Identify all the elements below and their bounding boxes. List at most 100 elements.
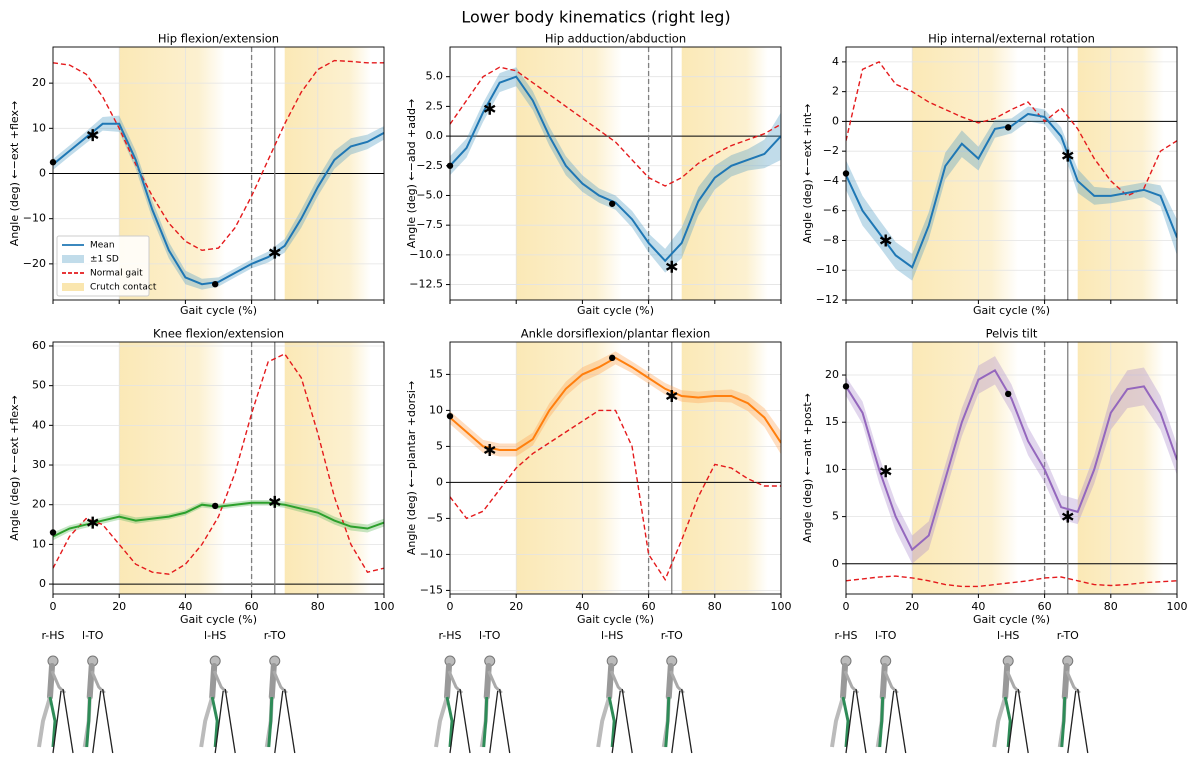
leg-right [445, 696, 454, 748]
torso [483, 663, 492, 700]
torso [606, 663, 615, 700]
mean-line [53, 122, 384, 286]
x-axis-label: Gait cycle (%) [973, 304, 1050, 317]
mean-line [450, 356, 781, 451]
y-tick-label: 0 [832, 114, 839, 127]
subplot: −20 −10 0 10 20 Hip flexion/extension Gait cyc… [8, 32, 385, 317]
subplot: 0 5 10 15 20 0 20 40 60 80 100 Pelvis tilt Gait cycl… [801, 327, 1188, 627]
x-axis-label: Gait cycle (%) [577, 304, 654, 317]
crutch [885, 688, 907, 754]
event-label: l-HS [997, 629, 1019, 642]
subplot-title: Hip adduction/abduction [545, 32, 686, 46]
event-label: r-HS [41, 629, 64, 642]
y-tick-label: 0 [436, 475, 443, 488]
event-marker [879, 465, 892, 478]
y-tick-label: 15 [825, 415, 839, 428]
event-label: r-HS [834, 629, 857, 642]
normal-gait-line [450, 66, 781, 187]
y-tick-label: −5 [427, 511, 443, 524]
torso [1002, 663, 1011, 700]
event-marker [1061, 510, 1074, 523]
leg-left [434, 696, 449, 748]
skeleton-figure [82, 655, 114, 754]
event-label: r-TO [661, 629, 683, 642]
y-tick-label: 5 [832, 510, 839, 523]
y-tick-label: −7.5 [416, 218, 443, 231]
subplot-title: Hip internal/external rotation [928, 32, 1095, 46]
y-tick-label: −10 [420, 547, 443, 560]
torso [268, 663, 277, 700]
mean-line [846, 112, 1177, 269]
y-tick-label: 5.0 [426, 70, 444, 83]
x-tick-label: 100 [1167, 600, 1188, 613]
y-tick-label: −8 [823, 233, 839, 246]
y-tick-label: 0 [39, 167, 46, 180]
leg-right [878, 696, 885, 748]
axes-frame [845, 46, 1178, 301]
y-tick-label: 20 [825, 368, 839, 381]
event-marker [665, 390, 678, 402]
y-tick-label: −6 [823, 204, 839, 217]
skeleton-figure [1057, 655, 1089, 754]
x-tick-label: 0 [447, 600, 454, 613]
legend-label: Crutch contact [90, 283, 157, 293]
event-marker [268, 246, 281, 259]
x-tick-label: 40 [178, 600, 192, 613]
leg-right [48, 696, 57, 748]
y-tick-label: 4 [832, 55, 839, 68]
plot-area [450, 66, 781, 273]
torso [47, 663, 55, 700]
skeleton-figure [992, 655, 1029, 754]
skeleton-figure [830, 655, 867, 754]
event-marker [879, 234, 892, 247]
subplot: −12.5 −10.0 −7.5 −5.0 −2.5 0.0 2.5 5.0 Hip adduc… [405, 32, 782, 317]
event-marker [608, 200, 616, 207]
subplot-title: Hip flexion/extension [158, 32, 279, 46]
crutch-contact-span [1077, 342, 1164, 594]
torso [444, 663, 452, 700]
crutch-contact-span [681, 342, 768, 594]
crutch-contact-span [912, 47, 1019, 300]
y-tick-label: 20 [32, 76, 46, 89]
y-tick-label: 10 [32, 121, 46, 134]
torso [209, 663, 218, 700]
legend-box [56, 235, 150, 297]
crutch [449, 688, 471, 754]
figure-title: Lower body kinematics (right leg) [461, 8, 730, 27]
x-tick-label: 100 [374, 600, 395, 613]
y-axis-label: Angle (deg) ←−ext +flex→ [8, 395, 21, 540]
event-marker [86, 516, 99, 529]
subplot-title: Knee flexion/extension [153, 327, 284, 341]
y-tick-label: −10 [23, 212, 46, 225]
x-tick-label: 0 [843, 600, 850, 613]
normal-gait-line [450, 409, 781, 582]
crutch-contact-span [516, 342, 623, 594]
leg-right [664, 696, 671, 748]
event-marker [665, 260, 678, 273]
crutch [845, 688, 867, 754]
y-axis-label: Angle (deg) ←−ext +flex→ [8, 101, 21, 246]
crutch [611, 688, 633, 754]
leg-right [607, 696, 616, 748]
event-marker [483, 444, 496, 456]
x-tick-label: 20 [905, 600, 919, 613]
y-axis-label: Angle (deg) ←−abd +add→ [405, 99, 418, 248]
leg-left [37, 696, 52, 748]
event-label: r-HS [438, 629, 461, 642]
legend-label: Mean [90, 241, 115, 251]
skeleton-figure [434, 655, 471, 754]
leg-left [992, 696, 1008, 748]
leg-left [199, 696, 215, 748]
x-tick-label: 0 [50, 600, 57, 613]
torso [840, 663, 848, 700]
y-tick-label: −2.5 [416, 159, 443, 172]
crutch-contact-span [681, 47, 768, 300]
y-tick-label: −12.5 [409, 278, 443, 291]
sd-band [450, 67, 781, 273]
y-tick-label: −10 [816, 263, 839, 276]
y-tick-label: −10.0 [409, 248, 443, 261]
x-tick-label: 20 [112, 600, 126, 613]
x-tick-label: 60 [1038, 600, 1052, 613]
